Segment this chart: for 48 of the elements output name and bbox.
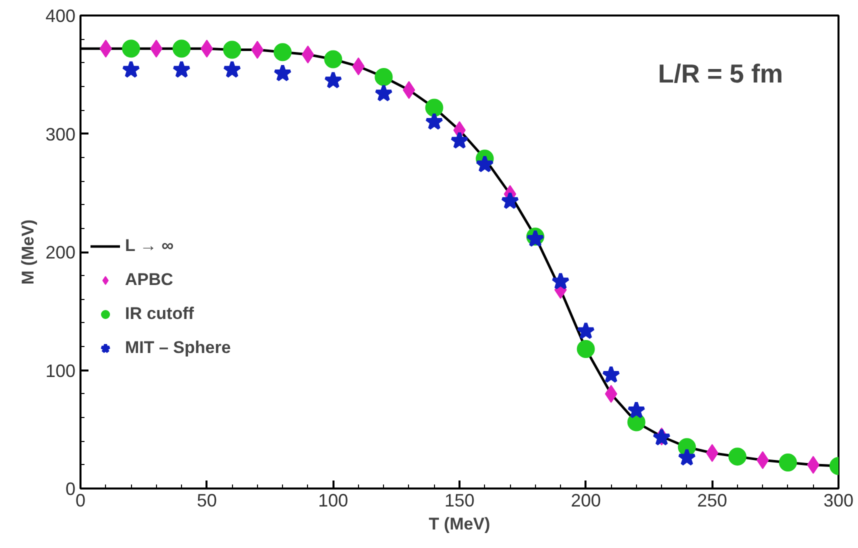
annotation: L/R = 5 fm <box>658 58 783 88</box>
point <box>652 428 671 446</box>
legend-label: IR cutoff <box>125 304 194 324</box>
point <box>223 40 242 59</box>
x-tick-label: 100 <box>318 490 348 510</box>
x-tick-label: 200 <box>570 490 601 510</box>
point <box>604 384 618 403</box>
point <box>352 57 365 76</box>
x-tick-label: 250 <box>697 490 728 510</box>
point <box>274 64 292 82</box>
point <box>172 40 191 58</box>
point <box>122 60 140 78</box>
point <box>425 98 444 117</box>
legend-label: MIT – Sphere <box>125 338 231 358</box>
legend-label: APBC <box>125 270 174 290</box>
point <box>500 192 520 210</box>
point <box>402 80 416 99</box>
point <box>374 68 393 86</box>
point <box>274 43 292 62</box>
point <box>324 50 342 68</box>
point <box>576 340 595 358</box>
x-axis-title: T (MeV) <box>428 514 490 534</box>
y-tick-label: 300 <box>45 124 76 144</box>
point <box>324 71 342 89</box>
y-tick-label: 100 <box>45 360 76 381</box>
point <box>551 272 570 290</box>
point <box>450 131 469 149</box>
point <box>627 400 646 418</box>
point <box>602 365 620 383</box>
point <box>678 448 696 466</box>
point <box>122 40 140 58</box>
y-tick-label: 400 <box>45 6 76 26</box>
point <box>425 112 444 130</box>
point <box>251 40 264 59</box>
point <box>476 154 494 172</box>
x-tick-label: 150 <box>444 490 475 510</box>
point <box>172 60 191 78</box>
x-tick-label: 50 <box>196 490 217 510</box>
x-tick-label: 300 <box>823 490 854 510</box>
point <box>374 84 393 102</box>
legend-label: L → ∞ <box>125 236 174 256</box>
point <box>222 60 242 78</box>
point <box>302 46 314 64</box>
point <box>576 322 595 340</box>
point <box>778 454 797 472</box>
point <box>728 448 746 466</box>
y-axis-title: M (MeV) <box>18 219 38 285</box>
y-tick-label: 200 <box>45 242 76 262</box>
